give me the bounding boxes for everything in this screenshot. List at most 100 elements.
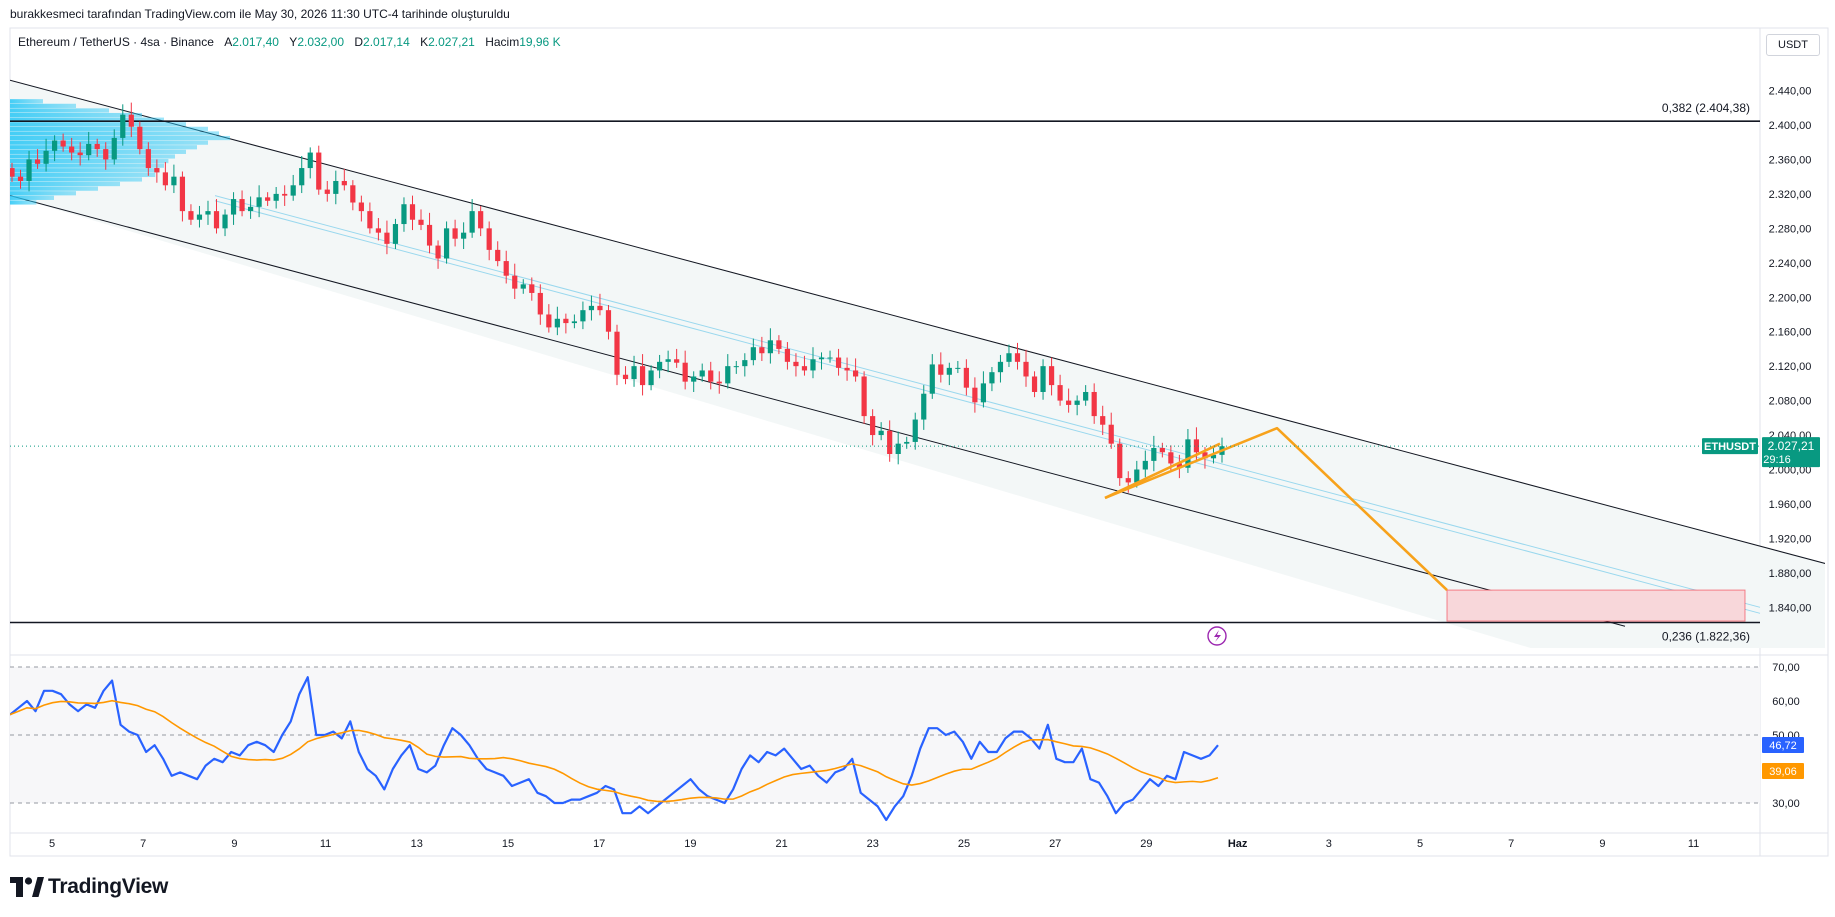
price-tick-label: 2.120,00 [1769, 361, 1812, 373]
candle-body [145, 149, 151, 169]
candle-body [912, 419, 918, 442]
candle-body [469, 211, 475, 233]
candle [827, 350, 833, 363]
symbol-name[interactable]: Ethereum / TetherUS · 4sa · Binance [18, 35, 214, 49]
candle [580, 301, 586, 330]
candle [571, 314, 577, 329]
candle [597, 293, 603, 316]
candle-body [418, 219, 424, 225]
candle [997, 354, 1004, 383]
time-tick-label: 11 [320, 838, 331, 850]
price-tick-label: 2.320,00 [1769, 189, 1812, 201]
candle [401, 197, 407, 232]
candle-body [86, 143, 92, 156]
candle-body [367, 211, 373, 229]
candle-body [682, 362, 688, 382]
candle-body [478, 211, 484, 229]
candle [563, 313, 569, 334]
candle [1100, 405, 1106, 436]
candle [639, 354, 646, 396]
price-tick-label: 2.280,00 [1769, 223, 1812, 235]
candle-body [674, 359, 680, 363]
projection-path [1104, 426, 1448, 592]
candle [921, 385, 927, 430]
time-tick-label: 7 [140, 838, 146, 850]
candle [1023, 349, 1029, 387]
candle [733, 360, 739, 374]
candle [43, 138, 49, 172]
fib-382-label: 0,382 (2.404,38) [1662, 101, 1750, 115]
candle-body [852, 370, 859, 377]
candle [674, 348, 680, 368]
candle [904, 436, 910, 449]
candle [657, 354, 663, 379]
candle [120, 104, 126, 146]
channel-mid-line-b [214, 200, 1761, 614]
candle [537, 284, 543, 325]
candle [1057, 374, 1063, 406]
candle [350, 180, 356, 211]
candle [963, 359, 969, 396]
candle-body [580, 310, 586, 322]
candle-body [435, 245, 441, 259]
candle [452, 219, 458, 247]
price-tick-label: 1.880,00 [1769, 568, 1812, 580]
candle-body [350, 185, 356, 203]
candle-body [384, 232, 390, 244]
bar-countdown: 29:16 [1763, 454, 1791, 466]
candle-body [111, 137, 117, 160]
time-tick-label: 23 [867, 838, 879, 850]
candle-body [375, 228, 382, 233]
candle [861, 371, 867, 424]
candle [818, 352, 825, 370]
rsi-ma-line [10, 699, 1219, 803]
candle [77, 142, 83, 166]
candle-body [1006, 353, 1012, 362]
candle-body [639, 366, 646, 386]
candle [1031, 371, 1038, 398]
candle-body [1142, 460, 1148, 470]
candle-body [529, 284, 535, 293]
candle-body [537, 292, 543, 315]
candle [1091, 383, 1097, 424]
candle [852, 358, 859, 382]
candle-body [188, 211, 194, 220]
candle-body [154, 168, 160, 173]
time-tick-label: 17 [593, 838, 605, 850]
rsi-line [10, 676, 1219, 822]
tradingview-logo[interactable]: TradingView [10, 874, 168, 900]
candle-body [265, 197, 271, 201]
candle-body [870, 416, 876, 436]
candle [912, 412, 918, 450]
candle [256, 185, 262, 218]
candle [725, 354, 731, 389]
candle-body [1202, 452, 1208, 459]
volume-profile-bar [10, 103, 76, 108]
candle [605, 305, 612, 340]
candle [324, 180, 330, 202]
price-unit-selector[interactable]: USDT [1766, 34, 1820, 56]
candle [520, 279, 526, 294]
fib-236-label: 0,236 (1.822,36) [1662, 629, 1750, 643]
candle-body [495, 249, 501, 262]
candle [469, 199, 475, 238]
candle-body [77, 152, 83, 156]
price-tick-label: 1.840,00 [1769, 602, 1812, 614]
volume-profile-bar [10, 135, 230, 141]
candle [810, 347, 816, 379]
rsi-value-label: 46,72 [1769, 740, 1797, 752]
candle [154, 159, 160, 183]
candle-body [392, 224, 399, 244]
candle-body [759, 347, 765, 354]
candle [239, 190, 245, 217]
candle-body [844, 367, 850, 371]
candle-body [128, 114, 134, 127]
candle [1151, 435, 1157, 472]
candle-body [34, 159, 41, 164]
candle [503, 250, 509, 284]
candle-body [989, 372, 995, 384]
candle-body [1040, 366, 1046, 392]
candle [767, 328, 773, 364]
volume-profile-bar [10, 168, 160, 173]
